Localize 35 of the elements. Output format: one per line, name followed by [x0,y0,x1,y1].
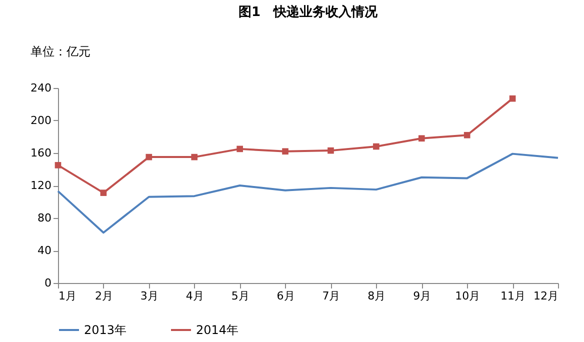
y-tick-label: 40 [38,244,52,257]
point [146,154,152,160]
y-tick-label: 80 [38,212,52,224]
x-tick-label: 3月 [140,290,158,302]
point [54,162,62,168]
x-tick-label: 2月 [94,290,113,302]
x-tick-label: 4月 [186,290,204,302]
x-tick-label: 1月 [58,290,76,302]
x-tick-label: 10月 [455,290,480,302]
x-tick-label: 12月 [534,290,558,302]
y-tick-label: 0 [44,276,52,290]
y-tick-label: 120 [30,179,52,192]
point [328,147,334,154]
point [464,132,470,138]
x-tick-label: 8月 [368,290,386,302]
y-tick-label: 200 [30,114,52,127]
x-tick-label: 5月 [231,290,250,302]
y-axis-title: 单位：亿元 [30,44,90,58]
point [236,146,243,152]
x-tick-label: 7月 [322,290,340,302]
point [509,95,516,102]
point [418,135,425,142]
point [191,154,198,160]
point [282,148,288,155]
x-tick-label: 6月 [276,290,295,302]
y-tick-label: 160 [30,146,52,160]
legend-label: 2013年 [84,323,127,337]
point [373,143,380,150]
point [100,190,107,196]
x-tick-label: 9月 [413,290,432,302]
chart-title: 图1 快递业务收入情况 [238,4,379,20]
x-tick-label: 11月 [500,290,526,302]
legend-label: 2014年 [196,323,239,337]
y-tick-label: 240 [30,82,52,94]
line-series [57,152,559,234]
